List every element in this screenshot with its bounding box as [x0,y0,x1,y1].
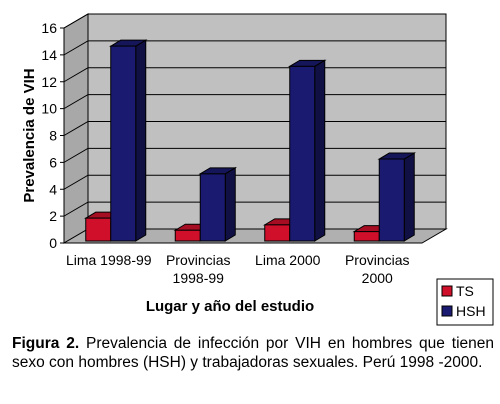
y-tick-label: 14 [41,47,57,63]
gridline [63,67,446,83]
gridline [63,40,446,56]
y-tick-label: 0 [49,235,57,251]
figure-caption: Figura 2. Prevalencia de infección por V… [12,334,494,372]
bar-hsh-2 [198,166,238,242]
gridline [63,121,446,136]
x-tick-label: Lima 2000 [255,252,321,268]
y-tick-label: 16 [41,20,57,36]
y-tick-label: 10 [41,101,57,117]
caption-text: Prevalencia de infección por VIH en homb… [12,335,494,371]
gridline [63,13,446,29]
gridline [63,147,446,163]
legend-label-hsh: HSH [456,303,486,319]
y-tick-label: 4 [49,181,57,197]
y-axis-label: Prevalencia de VIH [21,68,38,202]
x-tick-label: Lima 1998-99 [66,252,152,268]
bar-hsh-1 [108,39,148,242]
bar-chart: 0 2 4 6 8 10 12 14 16 Lima 1998-99 Provincias 1998-… [21,13,494,326]
gridline [63,94,446,110]
y-tick-label: 12 [41,74,57,90]
legend-swatch-ts [441,285,453,297]
y-tick-label: 6 [49,154,57,170]
y-tick-label: 8 [49,128,57,144]
y-tick-label: 2 [49,208,57,224]
gridline [63,201,446,217]
gridline [63,174,446,190]
legend-swatch-hsh [441,305,453,317]
x-tick-label: Provincias 2000 [345,252,410,286]
bar-hsh-3 [287,59,327,242]
caption-label: Figura 2. [12,335,80,352]
legend-label-ts: TS [456,283,474,299]
x-tick-label: Provincias 1998-99 [166,252,231,286]
x-axis-label: Lugar y año del estudio [146,298,314,315]
bar-hsh-4 [377,152,417,242]
